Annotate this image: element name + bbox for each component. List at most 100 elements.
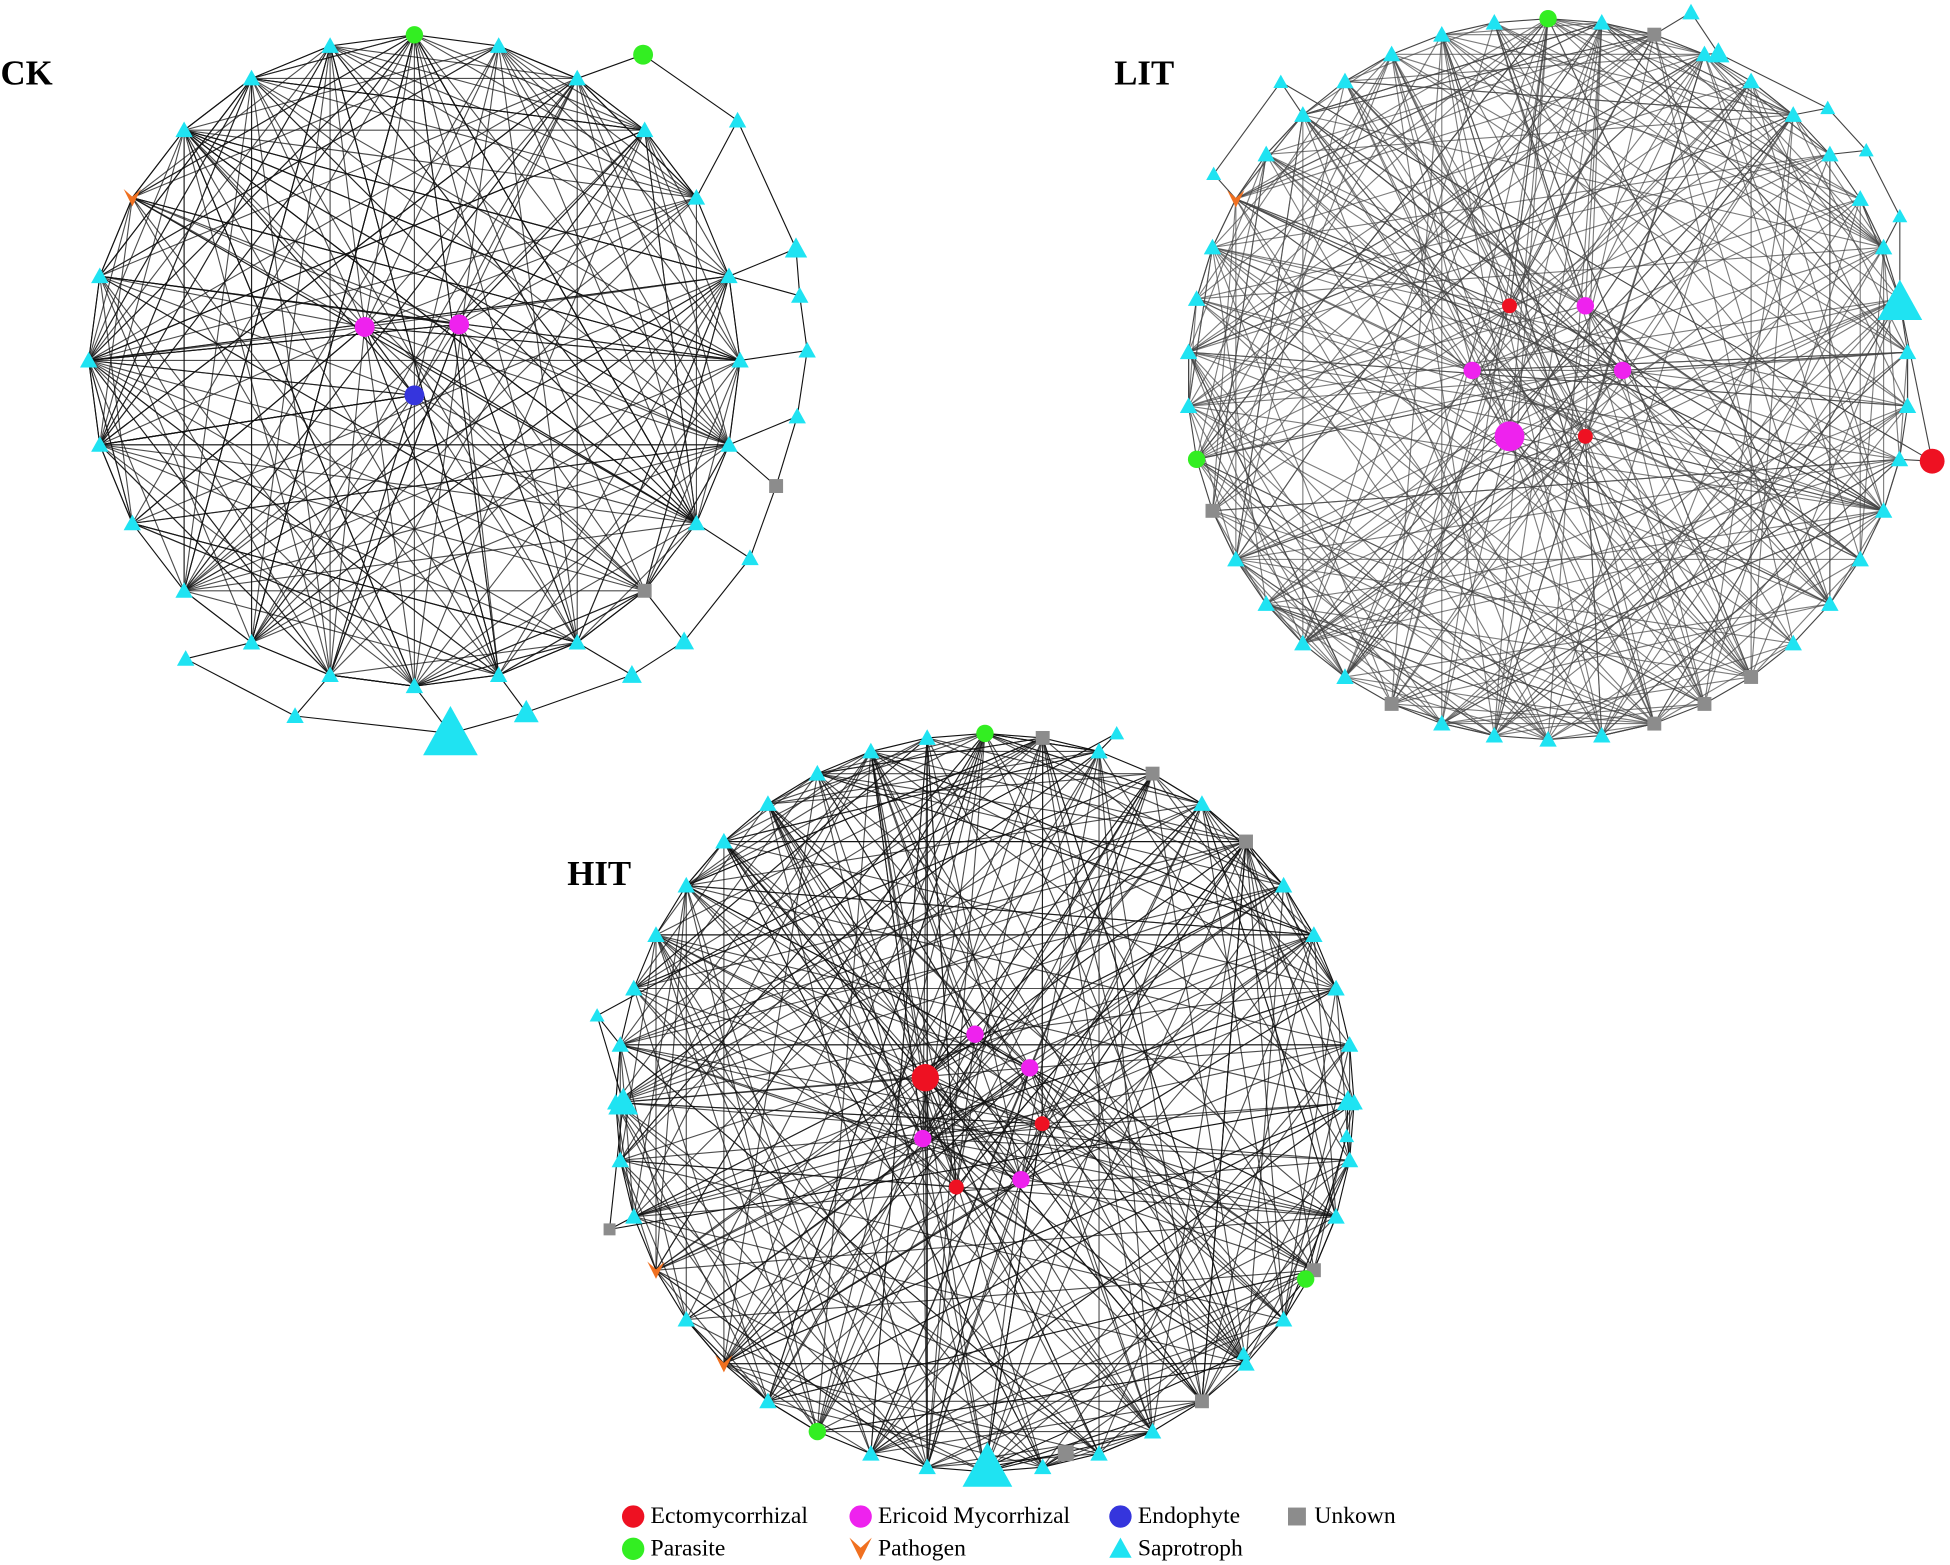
edge — [99, 78, 252, 277]
edge — [723, 1363, 769, 1402]
unknown-node — [1288, 1507, 1306, 1526]
edge — [1243, 1278, 1307, 1355]
edge — [1266, 603, 1655, 725]
edge — [1029, 1044, 1350, 1069]
edge — [1201, 803, 1337, 1217]
saprotroph-node — [1336, 72, 1354, 89]
edge — [987, 1452, 1066, 1468]
edge — [251, 197, 697, 643]
edge — [1859, 510, 1885, 560]
edge — [1471, 34, 1655, 371]
edge — [767, 1179, 1022, 1402]
saprotroph-node — [1336, 1090, 1360, 1111]
edge — [1188, 247, 1214, 407]
edge — [644, 590, 685, 642]
saprotroph-node — [1206, 166, 1222, 180]
saprotroph-node — [321, 666, 339, 683]
edge — [1391, 54, 1473, 371]
saprotroph-node — [286, 707, 304, 723]
edge — [132, 522, 578, 644]
edge — [1265, 153, 1752, 678]
edge — [644, 276, 730, 591]
saprotroph-node — [1327, 1207, 1345, 1224]
edge — [1235, 558, 1794, 644]
edge — [498, 45, 697, 199]
edge — [633, 1216, 1247, 1365]
edge — [1302, 114, 1586, 437]
unknown-node — [1057, 1445, 1074, 1462]
saprotroph-node — [1179, 343, 1198, 360]
edge — [1041, 934, 1315, 1125]
edge — [767, 1400, 818, 1433]
edge — [1266, 510, 1884, 605]
edge — [251, 34, 415, 643]
edge — [1601, 22, 1908, 353]
edge — [922, 1138, 1350, 1161]
saprotroph-node — [568, 633, 586, 650]
edge — [655, 987, 1337, 1271]
edge — [685, 841, 725, 886]
unknown-node — [1697, 696, 1712, 711]
edge — [364, 326, 415, 396]
edge — [1029, 1067, 1247, 1364]
edge — [1302, 198, 1861, 644]
saprotroph-node — [759, 795, 777, 811]
edge — [1196, 458, 1549, 741]
edge — [619, 1044, 635, 1217]
edge — [1302, 34, 1655, 116]
edge — [183, 129, 730, 277]
edge — [1201, 934, 1315, 1402]
edge — [413, 34, 500, 676]
edge — [183, 130, 331, 676]
saprotroph-node — [625, 979, 643, 996]
edge — [1212, 246, 1510, 307]
edge — [1601, 22, 1831, 155]
edge — [251, 129, 646, 643]
edge — [1601, 154, 1831, 736]
edge — [88, 360, 133, 524]
saprotroph-node — [1890, 450, 1909, 467]
edge — [498, 590, 645, 676]
edge — [723, 1363, 1100, 1455]
edge — [1196, 369, 1623, 460]
parasite-node — [976, 724, 994, 743]
edge — [633, 885, 687, 1217]
edge — [1493, 54, 1705, 736]
edge — [723, 751, 1100, 1364]
edge — [99, 444, 331, 676]
edge — [644, 444, 730, 592]
edge — [767, 750, 1100, 805]
saprotroph-node — [1193, 795, 1211, 811]
edge — [131, 129, 185, 198]
edge — [926, 737, 957, 1188]
unknown-node — [1035, 730, 1050, 745]
ericoid-node — [1463, 361, 1481, 380]
edge — [414, 394, 697, 524]
edge — [1585, 305, 1884, 512]
pathogen-node — [715, 1354, 733, 1373]
edge — [924, 773, 1153, 1079]
edge — [926, 1187, 957, 1468]
edge — [644, 522, 697, 592]
edge — [655, 934, 986, 1473]
edge — [364, 34, 415, 328]
edge — [925, 885, 1284, 1079]
saprotroph-node — [1742, 72, 1760, 89]
legend-label: Saprotroph — [1138, 1536, 1243, 1562]
edge — [615, 1102, 1044, 1468]
edge — [1042, 737, 1203, 1402]
edge — [1151, 841, 1247, 1432]
edge — [1584, 305, 1752, 678]
edge — [88, 359, 697, 524]
edge — [88, 78, 253, 361]
saprotroph-node — [1874, 502, 1893, 518]
edge — [1509, 305, 1861, 560]
edge — [99, 45, 331, 446]
edge — [1265, 603, 1549, 741]
edge — [767, 803, 1022, 1180]
edge — [413, 45, 500, 687]
edge — [723, 1102, 1355, 1365]
saprotroph-node — [741, 549, 759, 566]
